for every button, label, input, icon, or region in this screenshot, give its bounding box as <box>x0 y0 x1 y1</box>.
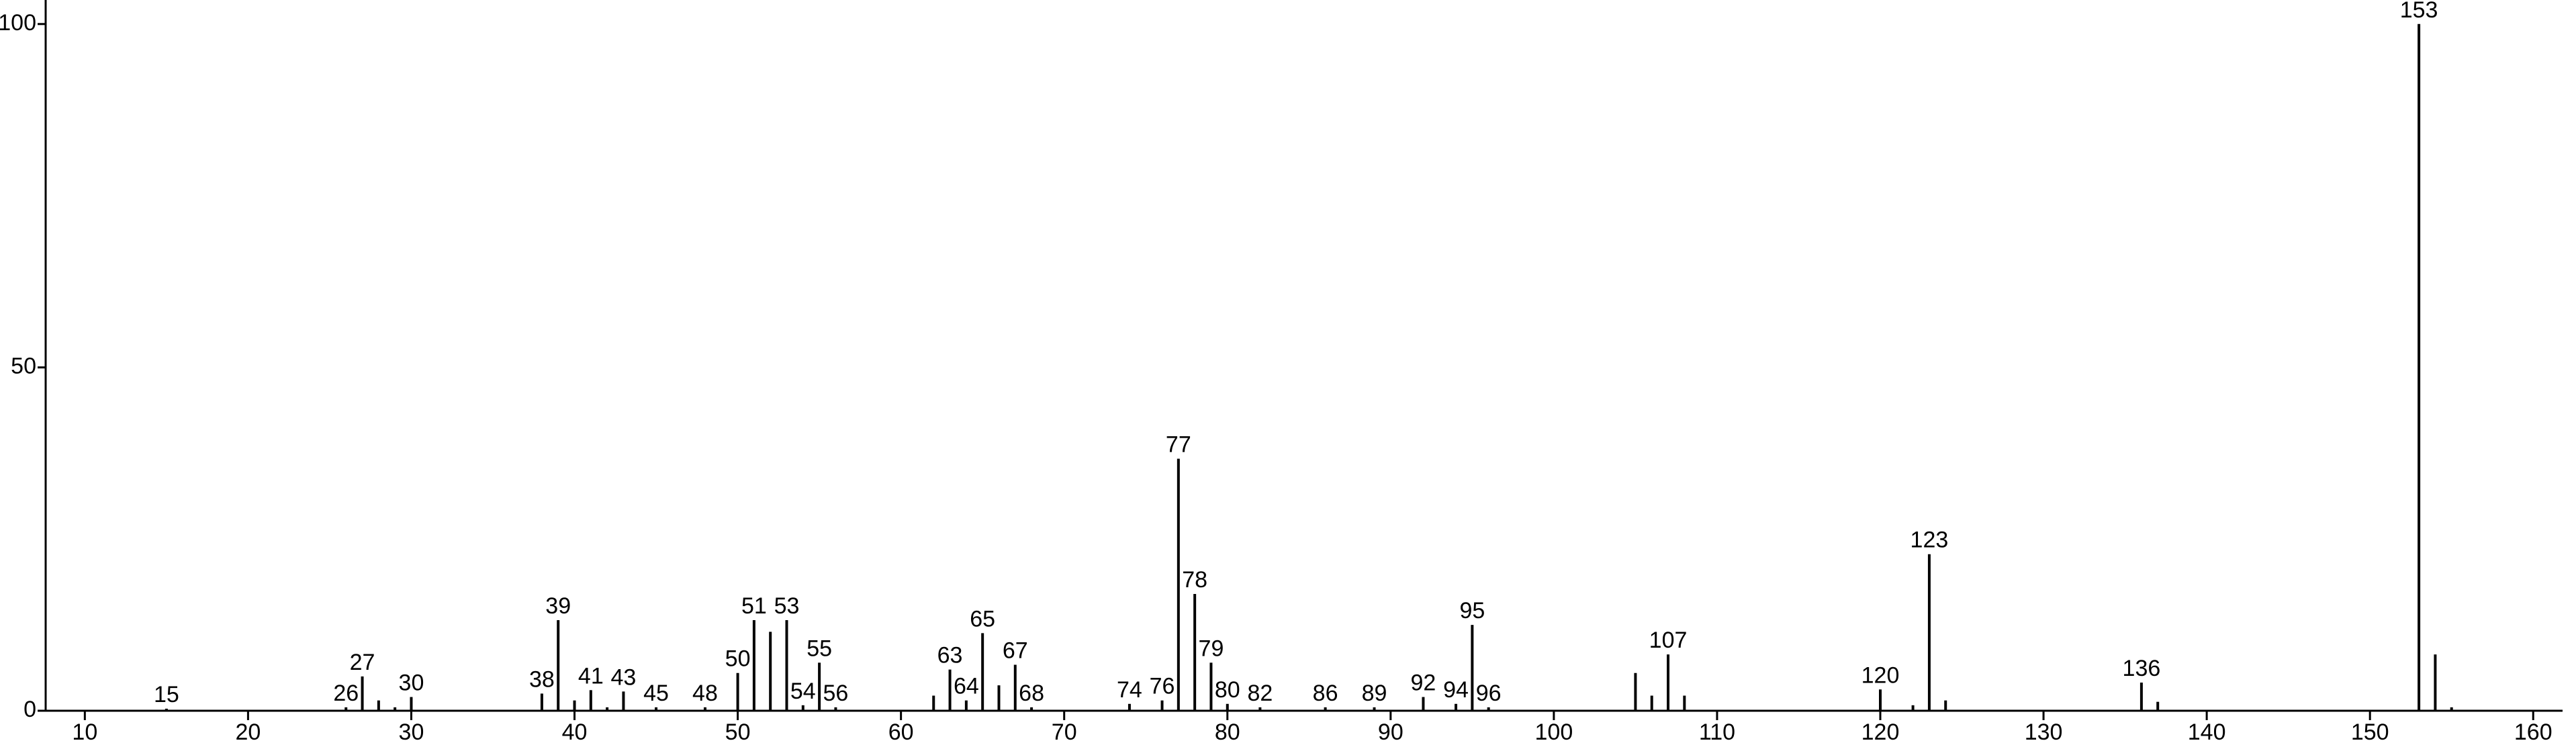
y-tick-label: 0 <box>24 697 36 722</box>
peak-label: 65 <box>970 606 995 632</box>
peak-label: 68 <box>1019 681 1044 706</box>
x-tick-label: 90 <box>1378 719 1404 745</box>
x-tick-label: 120 <box>1861 719 1900 745</box>
peak-label: 92 <box>1411 670 1436 696</box>
x-tick-label: 80 <box>1215 719 1240 745</box>
peak-label: 63 <box>937 643 963 668</box>
peak-label: 96 <box>1476 681 1502 706</box>
peak-label: 67 <box>1003 638 1028 663</box>
peak-label: 76 <box>1150 674 1175 699</box>
x-tick-label: 150 <box>2351 719 2389 745</box>
peak-label: 54 <box>790 679 816 704</box>
peak-label: 79 <box>1199 636 1224 661</box>
x-tick-label: 10 <box>72 719 97 745</box>
peak-label: 95 <box>1459 598 1485 623</box>
peak-label: 123 <box>1911 528 1949 553</box>
x-tick-label: 140 <box>2188 719 2226 745</box>
peak-label: 77 <box>1166 432 1191 457</box>
x-tick-label: 60 <box>888 719 914 745</box>
peak-label: 26 <box>333 681 359 706</box>
peak-label: 39 <box>545 593 571 619</box>
peak-label: 15 <box>154 682 179 707</box>
x-tick-label: 30 <box>399 719 424 745</box>
peak-label: 27 <box>350 650 375 675</box>
x-tick-label: 130 <box>2025 719 2063 745</box>
peak-label: 51 <box>741 593 767 619</box>
peak-label: 53 <box>774 593 800 619</box>
peak-label: 41 <box>578 663 604 689</box>
x-tick-label: 110 <box>1699 719 1735 745</box>
peak-label: 107 <box>1649 628 1688 653</box>
peak-label: 48 <box>692 681 718 706</box>
peak-label: 120 <box>1861 662 1900 688</box>
peak-label: 64 <box>954 674 979 699</box>
x-tick-label: 100 <box>1535 719 1573 745</box>
peak-label: 78 <box>1182 567 1207 593</box>
peak-label: 89 <box>1362 681 1387 706</box>
x-tick-label: 70 <box>1052 719 1077 745</box>
peak-label: 30 <box>399 670 424 696</box>
peak-label: 153 <box>2400 0 2438 23</box>
peak-label: 56 <box>823 681 849 706</box>
x-tick-label: 50 <box>725 719 751 745</box>
peak-label: 38 <box>529 666 555 692</box>
peak-label: 74 <box>1117 677 1142 703</box>
peak-label: 86 <box>1313 681 1338 706</box>
peak-label: 136 <box>2123 656 2161 681</box>
y-tick-label: 100 <box>0 10 36 36</box>
x-tick-label: 40 <box>562 719 588 745</box>
peak-label: 45 <box>643 681 669 706</box>
peak-label: 80 <box>1215 677 1240 703</box>
peak-label: 55 <box>807 636 832 661</box>
x-tick-label: 160 <box>2514 719 2552 745</box>
x-tick-label: 20 <box>235 719 261 745</box>
peak-label: 94 <box>1443 677 1469 703</box>
y-tick-label: 50 <box>11 353 36 379</box>
peak-label: 43 <box>611 664 637 690</box>
peak-label: 50 <box>725 646 751 672</box>
peak-label: 82 <box>1247 681 1273 706</box>
